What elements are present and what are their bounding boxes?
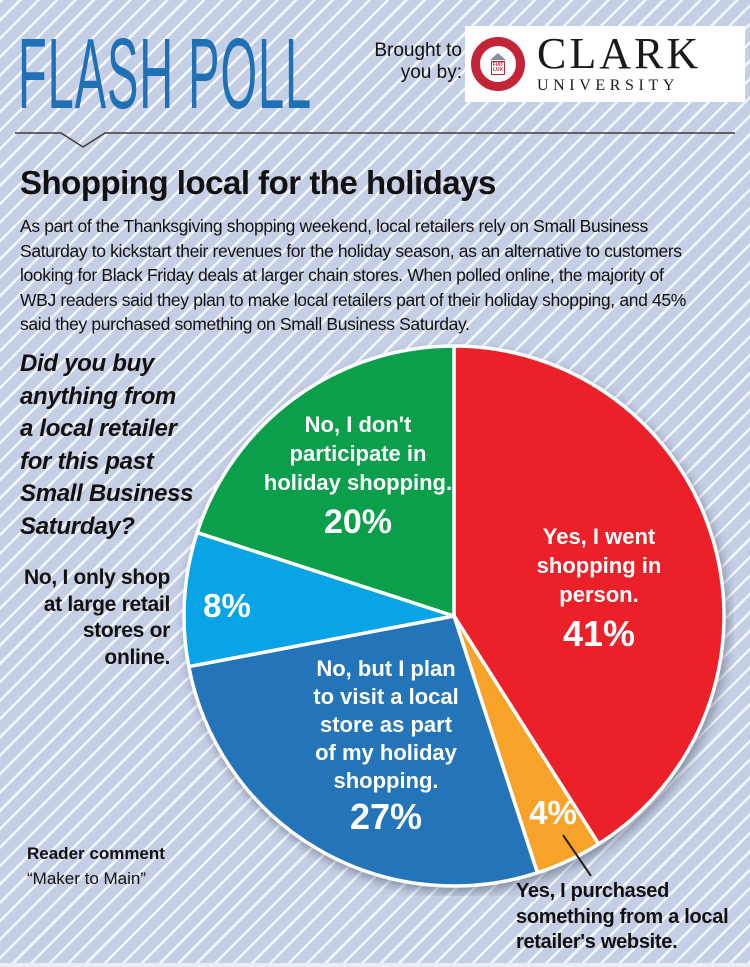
pie-slice-4 <box>195 344 456 618</box>
university-name: UNIVERSITY <box>537 77 679 94</box>
slice-percent: 27% <box>349 796 423 837</box>
pie-slice-2 <box>187 614 540 888</box>
intro-paragraph: As part of the Thanksgiving shopping wee… <box>20 216 686 334</box>
clark-university-logo: FIAT LUX CLARK UNIVERSITY <box>465 26 745 102</box>
slice-percent: 41% <box>562 613 636 654</box>
bottom-edge-strip <box>0 963 750 967</box>
clark-wordmark: CLARK UNIVERSITY <box>537 29 702 95</box>
slice-text: Yes, I went shopping in person. <box>536 524 662 607</box>
slice-label-blue: No, but I plan to visit a local store as… <box>313 655 459 835</box>
reader-comment-heading: Reader comment <box>27 844 165 863</box>
slice-text: No, but I plan to visit a local store as… <box>313 656 459 793</box>
pie-chart <box>182 344 726 888</box>
masthead-title: FLASH POLL <box>18 18 313 130</box>
slice-percent-orange: 4% <box>529 794 577 831</box>
divider-rule <box>15 132 735 148</box>
seal-building-icon <box>490 53 506 60</box>
slice-label-red: Yes, I went shopping in person. 41% <box>537 522 662 652</box>
clark-seal-icon: FIAT LUX <box>471 37 525 91</box>
slice-label-lightblue-outside: No, I only shop at large retail stores o… <box>24 566 170 669</box>
reader-comment-block: Reader comment “Maker to Main” <box>27 843 165 889</box>
reader-comment-text: “Maker to Main” <box>27 869 147 888</box>
sponsor-prefix: Brought to you by: <box>374 40 462 83</box>
slice-percent-lightblue: 8% <box>203 587 251 624</box>
slice-label-green: No, I don't participate in holiday shopp… <box>264 410 452 540</box>
poll-question: Did you buy anything from a local retail… <box>20 350 194 540</box>
slice-label-orange-outside: Yes, I purchased something from a local … <box>516 880 729 953</box>
clark-name: CLARK <box>537 29 702 78</box>
slice-text: No, I don't participate in holiday shopp… <box>263 412 453 495</box>
slice-percent: 20% <box>323 503 393 541</box>
pie-slice-3 <box>182 530 456 669</box>
callout-line <box>562 834 592 877</box>
page-title: Shopping local for the holidays <box>20 164 496 201</box>
seal-motto: FIAT LUX <box>490 61 506 75</box>
